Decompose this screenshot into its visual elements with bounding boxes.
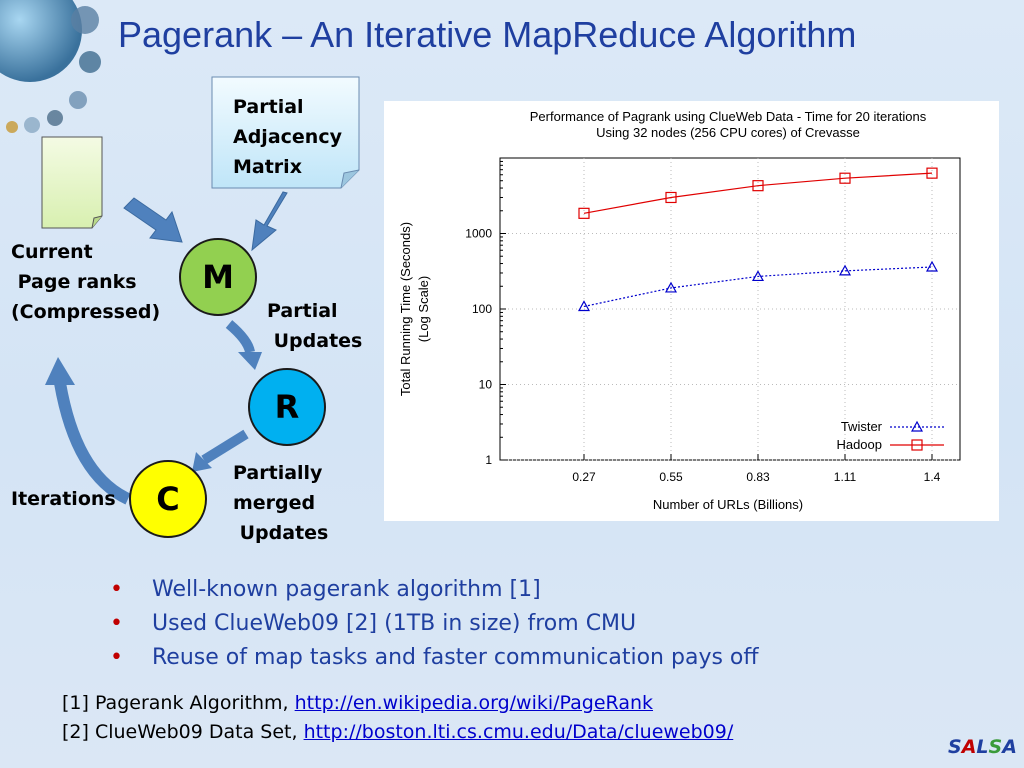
y-axis-sublabel: (Log Scale) — [416, 276, 431, 342]
y-ticks: 1 10 100 1000 — [465, 160, 506, 467]
twister-point — [577, 300, 591, 312]
bullet-glyph: • — [110, 645, 123, 670]
reduce-node: R — [248, 368, 326, 446]
slide-title: Pagerank – An Iterative MapReduce Algori… — [118, 14, 857, 55]
legend-label-twister: Twister — [841, 419, 883, 434]
chart-title: Performance of Pagrank using ClueWeb Dat… — [530, 109, 927, 124]
bullet-glyph: • — [110, 611, 123, 636]
hadoop-point — [665, 191, 677, 204]
partially-merged-updates-label: Partially merged Updates — [233, 462, 329, 544]
current-page-ranks-label: Current Page ranks (Compressed) — [11, 241, 161, 323]
iterations-label: Iterations — [11, 488, 116, 510]
legend: Twister Hadoop — [836, 419, 944, 452]
arrow-pageranks-to-map — [123, 197, 183, 243]
bullet-item: • Used ClueWeb09 [2] (1TB in size) from C… — [110, 607, 759, 641]
partial-updates-label: Partial Updates — [267, 300, 363, 352]
reference-1: [1] Pagerank Algorithm, http://en.wikipe… — [62, 692, 654, 714]
partial-adjacency-matrix-label: Partial Adjacency Matrix — [233, 96, 342, 178]
x-tick-label: 0.83 — [746, 470, 770, 484]
references: [1] Pagerank Algorithm, http://en.wikipe… — [62, 689, 733, 747]
bullet-glyph: • — [110, 577, 123, 602]
grid — [500, 158, 960, 461]
chart-svg: Performance of Pagrank using ClueWeb Dat… — [398, 109, 961, 512]
arrow-reduce-to-combine — [201, 429, 249, 465]
combine-node: C — [129, 460, 207, 538]
bullet-item: • Reuse of map tasks and faster communica… — [110, 641, 759, 675]
reference-2: [2] ClueWeb09 Data Set, http://boston.lt… — [62, 721, 734, 743]
arrow-matrix-to-map — [251, 191, 288, 252]
twister-point — [664, 281, 678, 293]
y-tick-label: 1000 — [465, 227, 492, 241]
y-tick-label: 10 — [479, 378, 493, 392]
y-axis-label: Total Running Time (Seconds) — [398, 222, 413, 396]
bullet-item: • Well-known pagerank algorithm [1] — [110, 573, 759, 607]
performance-chart: Performance of Pagrank using ClueWeb Dat… — [384, 101, 999, 521]
hadoop-line — [583, 172, 933, 214]
hadoop-point — [839, 172, 851, 184]
twister-line — [583, 266, 933, 308]
chart-subtitle: Using 32 nodes (256 CPU cores) of Crevas… — [596, 125, 860, 140]
bullet-list: • Well-known pagerank algorithm [1] • Used… — [110, 573, 759, 675]
legend-label-hadoop: Hadoop — [836, 437, 882, 452]
y-tick-label: 1 — [485, 453, 492, 467]
x-tick-label: 1.11 — [834, 470, 857, 484]
map-node: M — [179, 238, 257, 316]
arrow-combine-to-pageranks — [54, 381, 131, 505]
salsa-logo: SALSA — [948, 736, 1017, 758]
twister-point — [838, 264, 852, 276]
x-ticks: 0.27 0.55 0.83 1.11 1.4 — [572, 454, 941, 484]
legend-marker-hadoop — [911, 439, 923, 451]
x-tick-label: 0.55 — [659, 470, 683, 484]
series — [577, 167, 939, 312]
legend-marker-twister — [910, 420, 924, 432]
hadoop-point — [578, 207, 590, 219]
twister-point — [925, 260, 939, 272]
flow-diagram — [41, 76, 360, 505]
hadoop-point — [752, 180, 764, 192]
x-tick-label: 1.4 — [924, 470, 941, 484]
reference-2-link[interactable]: http://boston.lti.cs.cmu.edu/Data/cluewe… — [303, 721, 734, 743]
x-axis-label: Number of URLs (Billions) — [653, 497, 803, 512]
x-tick-label: 0.27 — [572, 470, 596, 484]
twister-point — [751, 270, 765, 282]
hadoop-point — [926, 167, 938, 179]
arrow-map-to-reduce — [225, 320, 255, 354]
reference-1-link[interactable]: http://en.wikipedia.org/wiki/PageRank — [294, 692, 654, 714]
corner-decoration — [0, 0, 101, 133]
y-tick-label: 100 — [472, 302, 492, 316]
current-page-ranks-document-icon — [41, 136, 103, 229]
